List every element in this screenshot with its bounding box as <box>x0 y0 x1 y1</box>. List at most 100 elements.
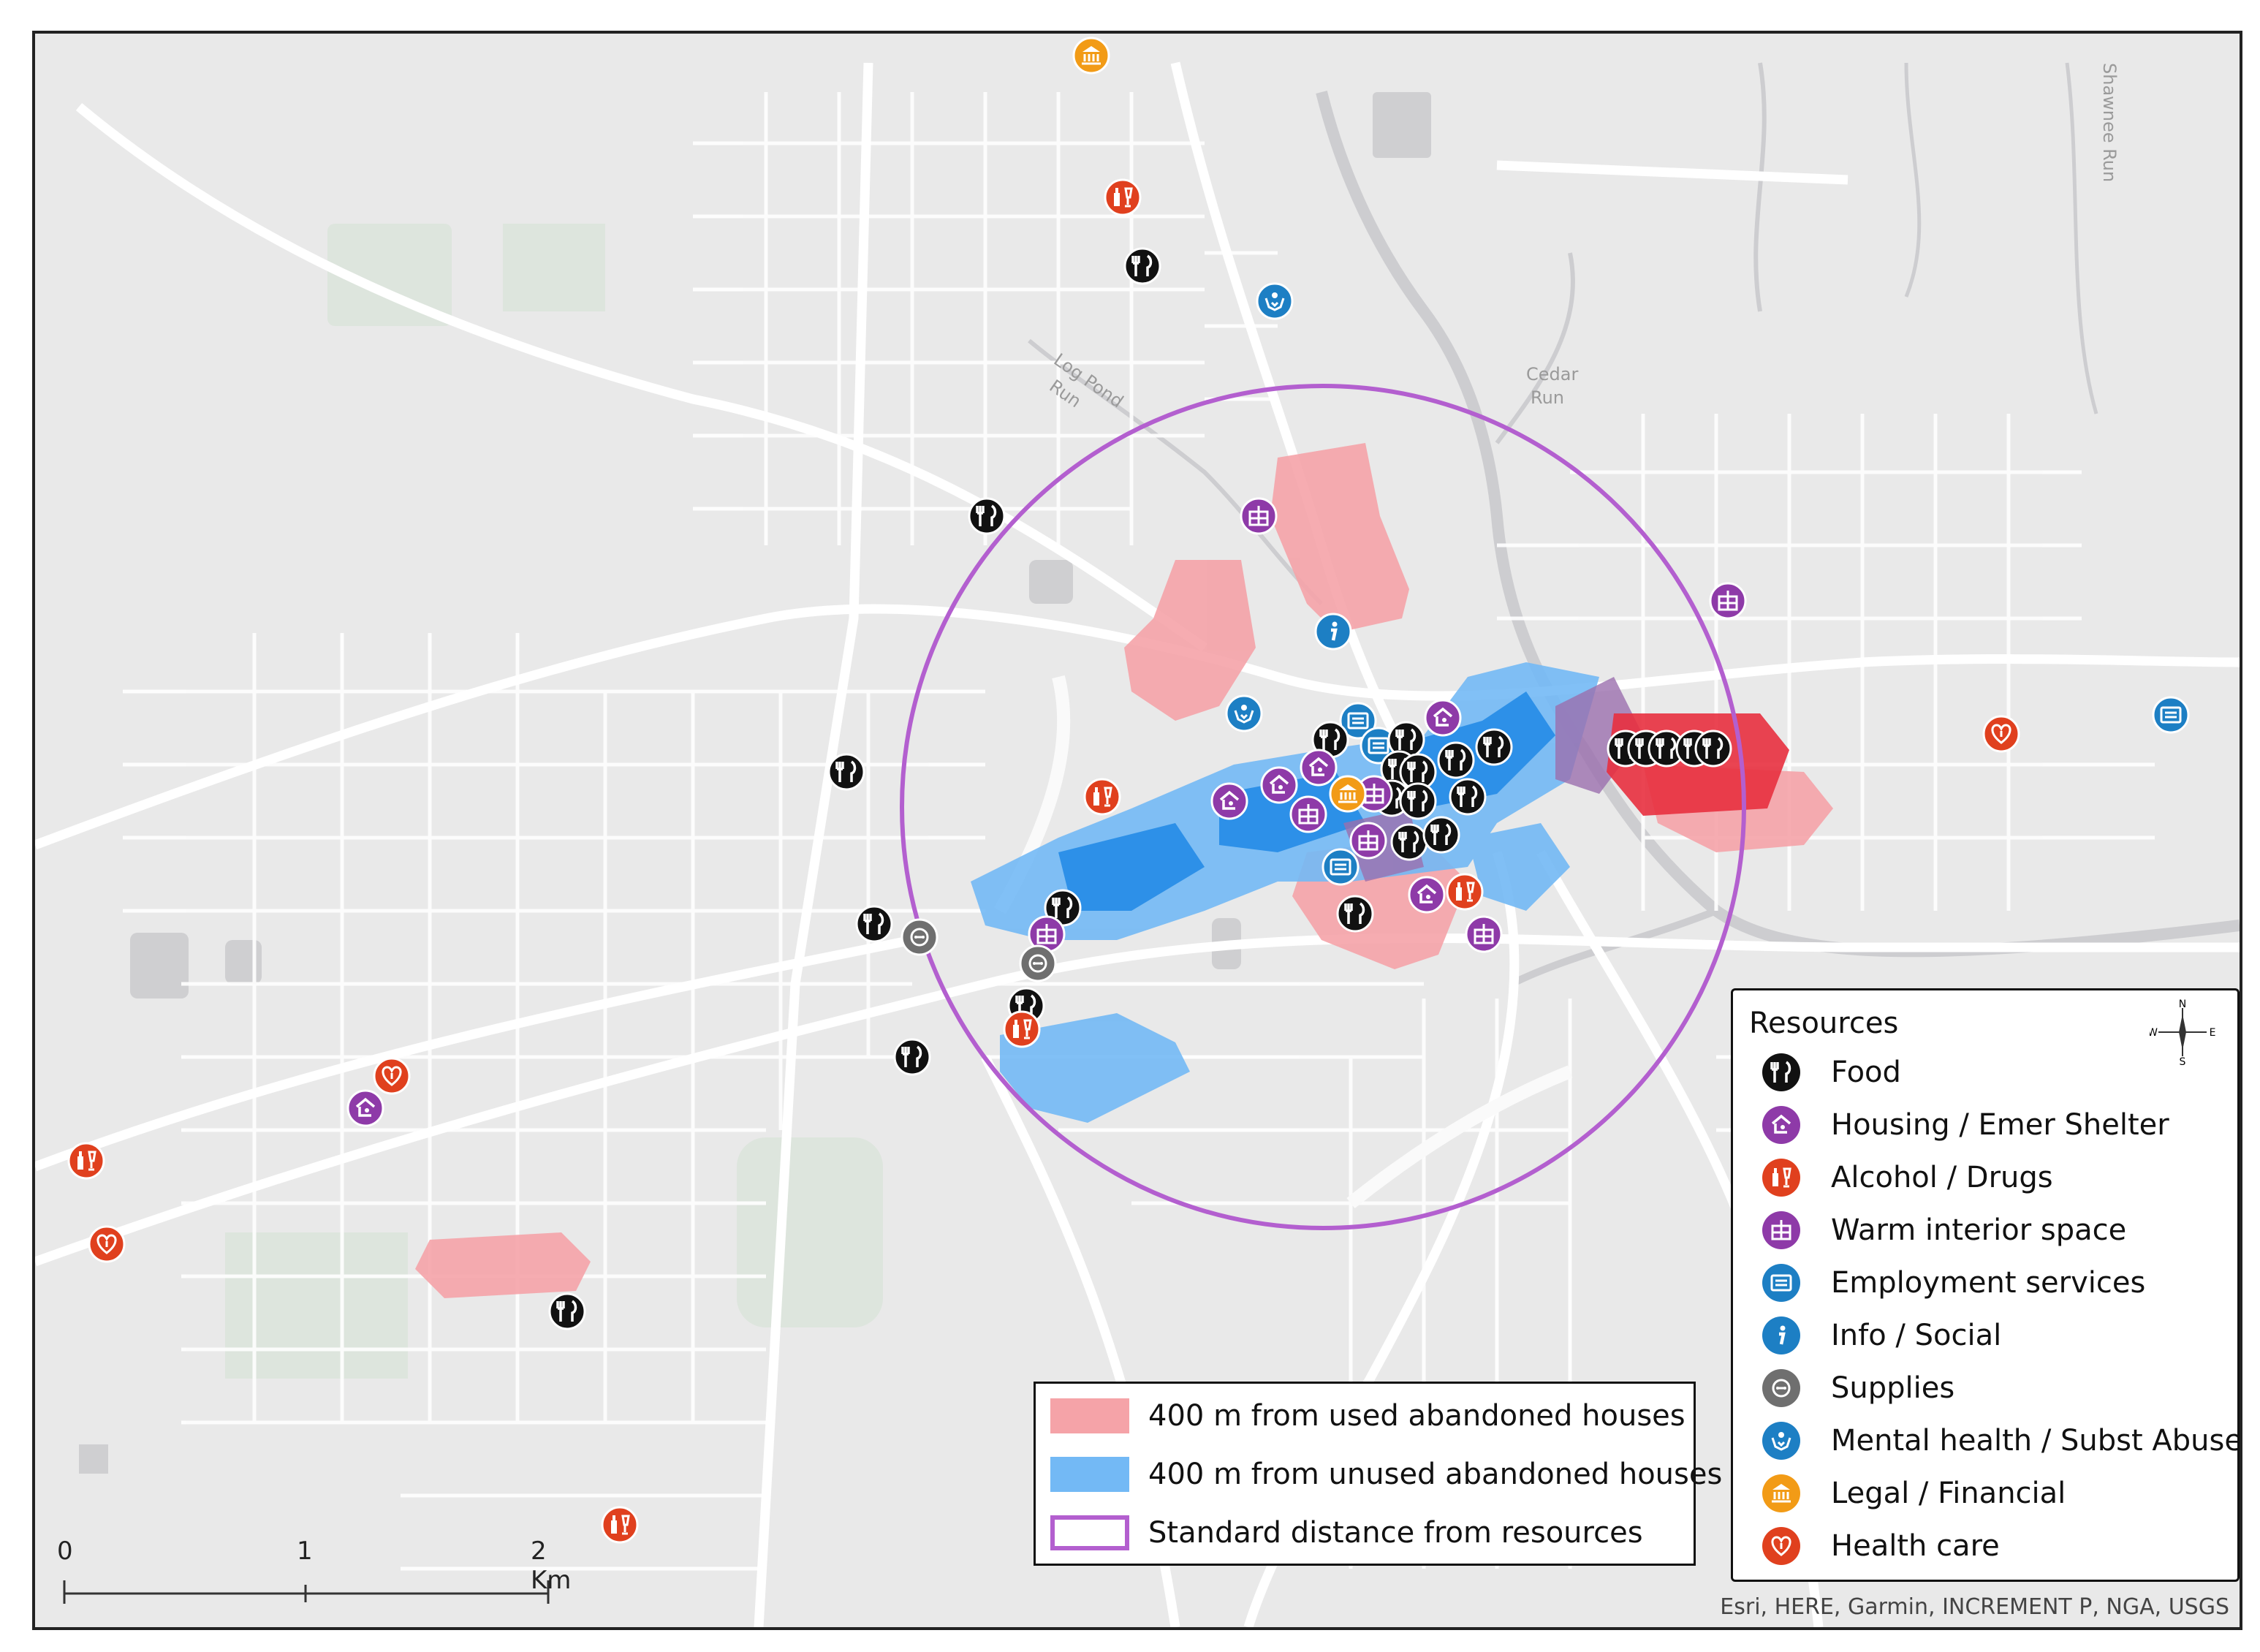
legend-item-label: Mental health / Subst Abuse <box>1831 1424 2242 1458</box>
heart-icon <box>1762 1527 1800 1565</box>
unused-buffer-east-south <box>1468 823 1570 911</box>
id-card-marker-icon[interactable] <box>1339 702 1377 740</box>
id-card-marker-icon[interactable] <box>2152 696 2190 734</box>
legend-item-id-card: Employment services <box>1762 1261 2145 1305</box>
bank-marker-icon[interactable] <box>1329 775 1367 813</box>
building-marker-icon[interactable] <box>1349 822 1387 860</box>
legend-item-label: Alcohol / Drugs <box>1831 1161 2053 1194</box>
compass-icon: N S E W <box>2150 999 2215 1065</box>
building-marker-icon[interactable] <box>1240 497 1278 535</box>
legend-item-supplies: Supplies <box>1762 1366 1954 1410</box>
fork-knife-marker-icon[interactable] <box>1399 782 1437 820</box>
shelter-marker-icon[interactable] <box>1408 876 1446 914</box>
resource-markers[interactable] <box>67 37 2190 1544</box>
fork-knife-marker-icon[interactable] <box>1044 889 1082 927</box>
map-canvas[interactable]: Log Pond Run Cedar Run Shawnee Run <box>35 34 2240 1627</box>
id-card-marker-icon[interactable] <box>1360 727 1398 765</box>
used-buffer-swatch <box>1050 1398 1129 1433</box>
bottle-marker-icon[interactable] <box>1003 1010 1041 1048</box>
shelter-marker-icon[interactable] <box>346 1089 384 1127</box>
legend-item-label: Employment services <box>1831 1266 2146 1300</box>
used-buffer-north <box>1270 443 1409 633</box>
map-frame[interactable]: Log Pond Run Cedar Run Shawnee Run <box>32 31 2242 1630</box>
helping-hands-marker-icon[interactable] <box>1256 282 1294 320</box>
compass-e: E <box>2210 1027 2215 1039</box>
bank-icon <box>1762 1474 1800 1512</box>
legend-item-info: Info / Social <box>1762 1314 2001 1357</box>
fork-knife-marker-icon[interactable] <box>1422 816 1460 854</box>
legend-item-bottle: Alcohol / Drugs <box>1762 1156 2053 1200</box>
fork-knife-marker-icon[interactable] <box>1123 247 1161 285</box>
helping-hands-marker-icon[interactable] <box>1225 694 1263 732</box>
heart-marker-icon[interactable] <box>88 1225 126 1263</box>
fork-knife-marker-icon[interactable] <box>855 905 893 943</box>
shelter-marker-icon[interactable] <box>1210 782 1248 820</box>
compass-n: N <box>2179 999 2186 1010</box>
bottle-marker-icon[interactable] <box>1104 178 1142 216</box>
bottle-icon <box>1762 1159 1800 1197</box>
heart-marker-icon[interactable] <box>373 1057 411 1095</box>
legend-item-shelter: Housing / Emer Shelter <box>1762 1103 2169 1147</box>
fork-knife-marker-icon[interactable] <box>1694 730 1732 768</box>
bottle-marker-icon[interactable] <box>601 1506 639 1544</box>
id-card-marker-icon[interactable] <box>1322 848 1360 886</box>
shelter-icon <box>1762 1106 1800 1144</box>
major-roads <box>35 61 2240 1627</box>
fork-knife-marker-icon[interactable] <box>968 497 1006 535</box>
legend-standard-row: Standard distance from resources <box>1050 1511 1643 1555</box>
info-marker-icon[interactable] <box>1314 613 1352 651</box>
legend-item-fork-knife: Food <box>1762 1050 1901 1094</box>
shelter-marker-icon[interactable] <box>1260 766 1298 804</box>
legend-item-label: Supplies <box>1831 1371 1955 1405</box>
fork-knife-marker-icon[interactable] <box>893 1038 931 1076</box>
heart-marker-icon[interactable] <box>1982 715 2020 753</box>
cedar-label: Cedar <box>1526 364 1578 384</box>
supplies-marker-icon[interactable] <box>1019 944 1057 982</box>
bottle-marker-icon[interactable] <box>1083 778 1121 816</box>
fork-knife-marker-icon[interactable] <box>1475 728 1513 766</box>
legend-item-heart: Health care <box>1762 1524 2000 1568</box>
fork-knife-marker-icon[interactable] <box>1336 895 1374 933</box>
bank-marker-icon[interactable] <box>1072 37 1110 75</box>
place-labels: Log Pond Run Cedar Run Shawnee Run <box>1046 63 2120 412</box>
building-marker-icon[interactable] <box>1028 915 1066 953</box>
building-marker-icon[interactable] <box>1709 582 1747 620</box>
fork-knife-marker-icon[interactable] <box>827 753 865 791</box>
standard-distance-swatch <box>1050 1515 1129 1550</box>
unused-buffer-south <box>1000 1013 1190 1123</box>
resources-legend-title: Resources <box>1749 1007 1899 1040</box>
building-marker-icon[interactable] <box>1289 795 1327 833</box>
fork-knife-marker-icon[interactable] <box>1390 823 1428 861</box>
building-marker-icon[interactable] <box>1465 915 1503 953</box>
scale-label-2: 2 Km <box>531 1537 572 1595</box>
scale-bar: 0 1 2 Km <box>57 1537 573 1617</box>
used-buffer-label: 400 m from used abandoned houses <box>1148 1399 1685 1433</box>
legend-item-bank: Legal / Financial <box>1762 1471 2066 1515</box>
supplies-marker-icon[interactable] <box>900 918 938 956</box>
fork-knife-marker-icon[interactable] <box>548 1292 586 1330</box>
scale-label-0: 0 <box>57 1537 73 1566</box>
bottle-marker-icon[interactable] <box>67 1142 105 1180</box>
shawnee-run-label: Shawnee Run <box>2099 63 2120 182</box>
cedar-run-label: Run <box>1531 387 1564 408</box>
used-buffer-west <box>1124 560 1256 721</box>
compass-s: S <box>2180 1056 2186 1065</box>
legend-item-label: Housing / Emer Shelter <box>1831 1108 2169 1142</box>
compass-w: W <box>2150 1027 2158 1039</box>
id-card-icon <box>1762 1264 1800 1302</box>
shelter-marker-icon[interactable] <box>1300 749 1338 787</box>
resources-legend: Resources N S E W Food Housing / Emer She… <box>1731 988 2240 1582</box>
scale-line <box>63 1580 550 1604</box>
fork-knife-icon <box>1762 1053 1800 1091</box>
fork-knife-marker-icon[interactable] <box>1449 778 1487 816</box>
shelter-marker-icon[interactable] <box>1424 699 1462 737</box>
fork-knife-marker-icon[interactable] <box>1437 741 1475 779</box>
legend-used-row: 400 m from used abandoned houses <box>1050 1394 1685 1438</box>
info-icon <box>1762 1316 1800 1354</box>
areas-legend: 400 m from used abandoned houses 400 m f… <box>1034 1382 1722 1566</box>
supplies-icon <box>1762 1369 1800 1407</box>
helping-hands-icon <box>1762 1422 1800 1460</box>
bottle-marker-icon[interactable] <box>1446 873 1484 911</box>
legend-item-building: Warm interior space <box>1762 1208 2126 1252</box>
used-buffer-southwest <box>415 1232 591 1298</box>
